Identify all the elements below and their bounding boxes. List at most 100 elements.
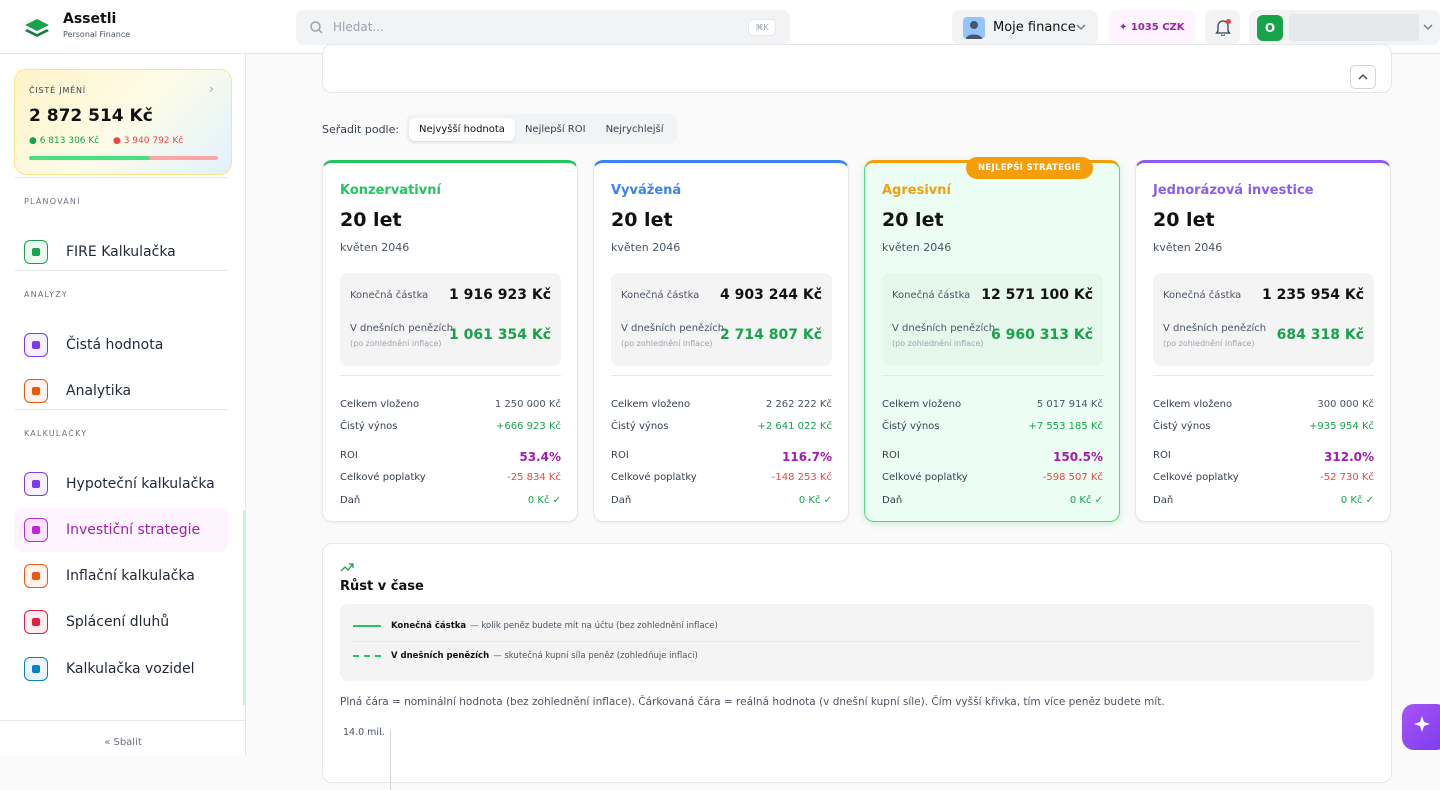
search[interactable]: Hledat... ⌘K: [296, 10, 790, 45]
stat-row: Čistý výnos +7 553 185 Kč: [882, 421, 1103, 432]
section-title: PLÁNOVÁNÍ: [24, 197, 81, 206]
nav-item[interactable]: Splácení dluhů: [14, 600, 228, 644]
stat-row: Celkové poplatky -25 834 Kč: [340, 472, 561, 483]
stat-label: Čistý výnos: [882, 421, 940, 432]
sort-option[interactable]: Nejvyšší hodnota: [409, 117, 515, 141]
sort-option[interactable]: Nejlepší ROI: [524, 123, 586, 135]
y-axis-label: 14.0 mil.: [343, 727, 385, 738]
net-worth-label: ČISTÉ JMĚNÍ: [29, 86, 86, 95]
collapse[interactable]: « Sbalit: [104, 737, 142, 748]
nav-icon-dot: [32, 618, 40, 626]
stat-row: ROI 312.0%: [1153, 450, 1374, 464]
account-button[interactable]: O: [1249, 10, 1440, 45]
legend-desc: — kolik peněz budete mít na účtu (bez zo…: [470, 621, 718, 631]
nav-icon-dot: [32, 572, 40, 580]
nav-item[interactable]: FIRE Kalkulačka: [14, 230, 228, 274]
stat-row: Celkové poplatky -148 253 Kč: [611, 472, 832, 483]
logo-subtitle: Personal Finance: [63, 30, 131, 39]
growth-title: Růst v čase: [340, 579, 424, 594]
profile-label: Moje finance: [993, 20, 1076, 35]
today-label: V dnešních penězích: [350, 323, 454, 334]
stat-label: Čistý výnos: [340, 421, 398, 432]
stat-row: Daň 0 Kč ✓: [340, 495, 561, 506]
stat-value: -25 834 Kč: [507, 472, 561, 483]
notifications[interactable]: [1205, 10, 1240, 45]
strategy-card[interactable]: NEJLEPŠÍ STRATEGIE Agresivní 20 let květen …: [864, 157, 1120, 522]
legend-name: Konečná částka: [391, 621, 467, 631]
strategy-card[interactable]: Vyvážená 20 let květen 2046 Konečná částka 4…: [593, 160, 849, 522]
nav-item[interactable]: Čistá hodnota: [14, 323, 228, 367]
divider: [882, 375, 1103, 376]
credits-value: 1035 CZK: [1130, 22, 1185, 33]
strategy-card[interactable]: Jednorázová investice 20 let květen 2046 Ko…: [1135, 160, 1391, 522]
today-note: (po zohlednění inflace): [621, 339, 713, 348]
divider: [14, 409, 228, 410]
stat-row: Daň 0 Kč ✓: [1153, 495, 1374, 506]
final-value: 4 903 244 Kč: [720, 287, 822, 303]
divider: [1153, 375, 1374, 376]
strategy-card[interactable]: Konzervativní 20 let květen 2046 Konečná čá…: [322, 160, 578, 522]
today-note: (po zohlednění inflace): [1163, 339, 1255, 348]
assistant-button[interactable]: [1402, 704, 1440, 750]
nav-icon-dot: [32, 480, 40, 488]
stat-label: ROI: [340, 450, 358, 461]
stat-label: Čistý výnos: [1153, 421, 1211, 432]
stat-label: Daň: [882, 495, 903, 506]
credits[interactable]: ✦ 1035 CZK: [1109, 10, 1195, 45]
strategy-date: květen 2046: [340, 241, 410, 254]
stat-value: 1 250 000 Kč: [494, 399, 561, 410]
stat-row: ROI 53.4%: [340, 450, 561, 464]
stat-value: +935 954 Kč: [1309, 421, 1374, 432]
strategy-name: Agresivní: [882, 183, 951, 198]
nav-icon-dot: [32, 341, 40, 349]
nav-icon-dot: [32, 526, 40, 534]
growth-note: Plná čára = nominální hodnota (bez zohle…: [340, 696, 1165, 708]
stat-label: Celkové poplatky: [611, 472, 697, 483]
strategy-years: 20 let: [882, 209, 944, 231]
sort-label: Seřadit podle:: [322, 123, 400, 136]
divider: [0, 720, 246, 721]
today-value: 2 714 807 Kč: [720, 327, 822, 343]
final-value: 1 916 923 Kč: [449, 287, 551, 303]
divider: [353, 641, 1361, 642]
stat-value: 300 000 Kč: [1317, 399, 1374, 410]
stat-row: Celkem vloženo 300 000 Kč: [1153, 399, 1374, 410]
stat-label: Celkem vloženo: [1153, 399, 1233, 410]
nav-item[interactable]: Kalkulačka vozidel: [14, 647, 228, 691]
stat-value: 0 Kč ✓: [1069, 495, 1103, 506]
chevron: [1423, 24, 1433, 30]
stat-value: 5 017 914 Kč: [1036, 399, 1103, 410]
nav-icon: [24, 518, 48, 542]
net-worth-card[interactable]: ČISTÉ JMĚNÍ › 2 872 514 Kč ● 6 813 306 K…: [14, 69, 232, 175]
strategy-date: květen 2046: [1153, 241, 1223, 254]
growth-icon: [340, 563, 354, 572]
sidebar: ČISTÉ JMĚNÍ › 2 872 514 Kč ● 6 813 306 K…: [0, 54, 246, 756]
stat-row: ROI 116.7%: [611, 450, 832, 464]
stat-value: 0 Kč ✓: [1340, 495, 1374, 506]
legend-item: Konečná částka — kolik peněz budete mít n…: [353, 621, 718, 631]
nav-icon-dot: [32, 665, 40, 673]
stat-row: Celkové poplatky -52 730 Kč: [1153, 472, 1374, 483]
stat-label: Celkem vloženo: [611, 399, 691, 410]
nav-icon: [24, 610, 48, 634]
collapse-panel-button[interactable]: [1350, 65, 1376, 89]
stat-value: -598 507 Kč: [1042, 472, 1103, 483]
profile-button[interactable]: Moje finance: [952, 10, 1098, 45]
stat-value: 312.0%: [1324, 450, 1374, 464]
legend: Konečná částka — kolik peněz budete mít n…: [340, 604, 1374, 681]
scrollbar: [243, 510, 245, 705]
nav-label: Kalkulačka vozidel: [66, 661, 195, 677]
nav-label: Splácení dluhů: [66, 614, 170, 630]
nav-item[interactable]: Inflační kalkulačka: [14, 554, 228, 598]
collapse-label: Sbalit: [113, 737, 142, 748]
search-placeholder: Hledat...: [333, 20, 384, 34]
divider: [611, 375, 832, 376]
chevron: [1076, 24, 1086, 30]
today-value: 684 318 Kč: [1276, 327, 1364, 343]
nav-item[interactable]: Hypoteční kalkulačka: [14, 462, 228, 506]
nav-item[interactable]: Investiční strategie: [14, 508, 228, 552]
stat-label: Celkem vloženo: [882, 399, 962, 410]
sort-option[interactable]: Nejrychlejší: [605, 123, 664, 135]
stat-label: Daň: [611, 495, 632, 506]
nav-item[interactable]: Analytika: [14, 369, 228, 413]
